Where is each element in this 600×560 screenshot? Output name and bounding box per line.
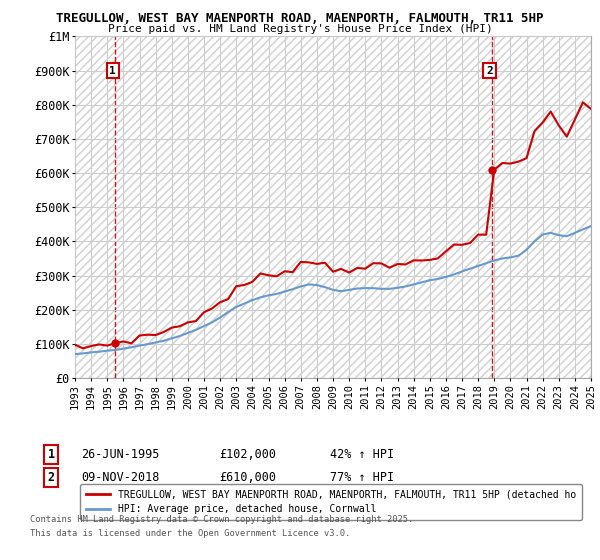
Text: 1: 1 — [47, 448, 55, 461]
Text: £610,000: £610,000 — [219, 470, 276, 484]
Text: This data is licensed under the Open Government Licence v3.0.: This data is licensed under the Open Gov… — [30, 529, 350, 538]
Text: TREGULLOW, WEST BAY MAENPORTH ROAD, MAENPORTH, FALMOUTH, TR11 5HP: TREGULLOW, WEST BAY MAENPORTH ROAD, MAEN… — [56, 12, 544, 25]
Text: £102,000: £102,000 — [219, 448, 276, 461]
Text: 1: 1 — [109, 66, 116, 76]
Text: 09-NOV-2018: 09-NOV-2018 — [81, 470, 160, 484]
Text: 26-JUN-1995: 26-JUN-1995 — [81, 448, 160, 461]
Text: 77% ↑ HPI: 77% ↑ HPI — [330, 470, 394, 484]
Legend: TREGULLOW, WEST BAY MAENPORTH ROAD, MAENPORTH, FALMOUTH, TR11 5HP (detached ho, : TREGULLOW, WEST BAY MAENPORTH ROAD, MAEN… — [80, 484, 582, 520]
Text: 2: 2 — [486, 66, 493, 76]
Text: 42% ↑ HPI: 42% ↑ HPI — [330, 448, 394, 461]
Text: Contains HM Land Registry data © Crown copyright and database right 2025.: Contains HM Land Registry data © Crown c… — [30, 515, 413, 524]
Text: 2: 2 — [47, 470, 55, 484]
Text: Price paid vs. HM Land Registry's House Price Index (HPI): Price paid vs. HM Land Registry's House … — [107, 24, 493, 34]
